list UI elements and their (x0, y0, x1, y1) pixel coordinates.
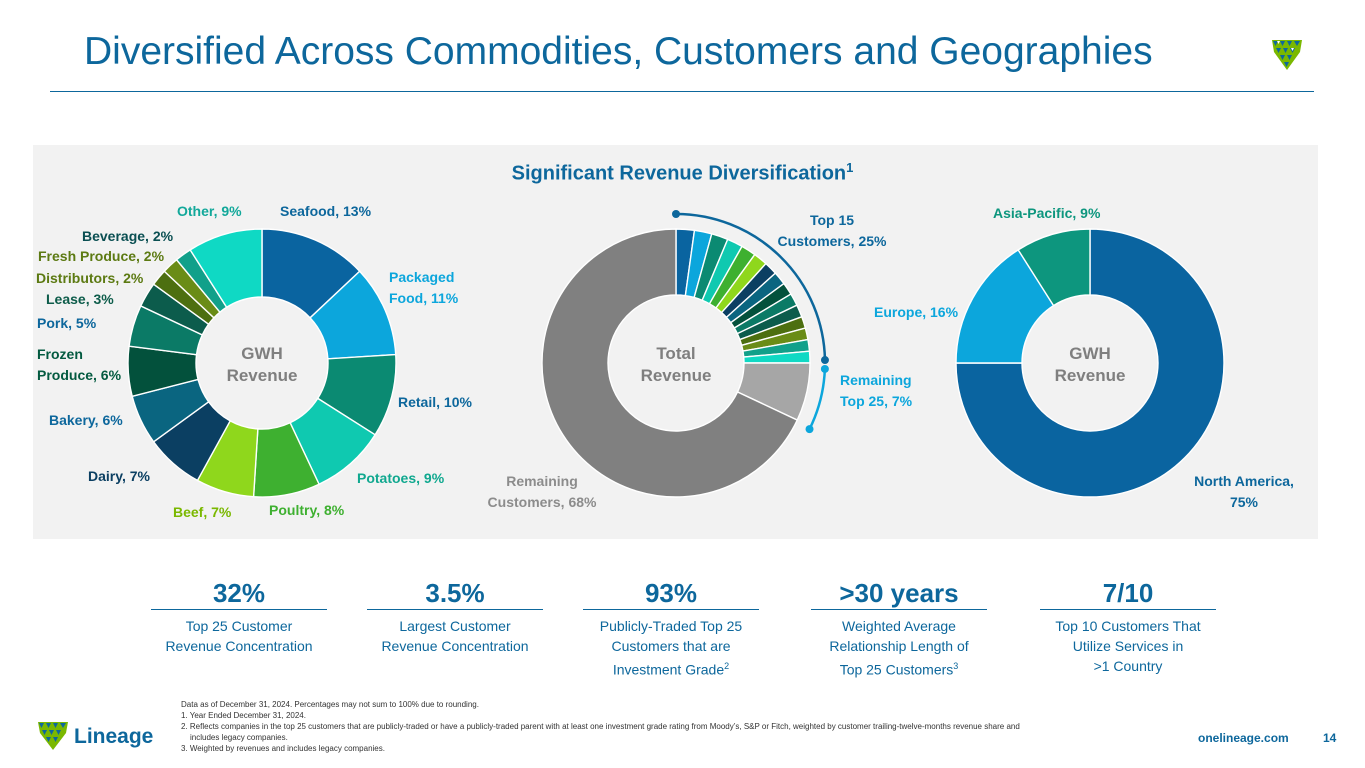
bracket-dot (820, 356, 829, 365)
footnotes: Data as of December 31, 2024. Percentage… (181, 699, 1181, 754)
pie-slice (1017, 228, 1091, 307)
slice-label: Produce, 6% (37, 367, 122, 383)
slice-label: Retail, 10% (398, 394, 472, 410)
remaining-customers-label: Customers, 68% (488, 494, 597, 510)
slice-label: Food, 11% (389, 290, 459, 306)
stat-divider (151, 609, 327, 610)
stat-investment-grade: 93% Publicly-Traded Top 25 Customers that… (583, 578, 759, 680)
top15-bracket (675, 212, 827, 361)
center-label: GWH (1069, 344, 1111, 363)
pie-slice (955, 228, 1225, 498)
slice-label: Asia-Pacific, 9% (993, 205, 1101, 221)
slice-label: Packaged (389, 269, 454, 285)
remaining25-bracket (808, 368, 827, 430)
lineage-wordmark: Lineage (74, 725, 154, 748)
geography-donut: GWH Revenue (955, 228, 1225, 498)
lineage-logo-icon (1272, 40, 1302, 70)
slice-label: Potatoes, 9% (357, 470, 445, 486)
footnote-line: 1. Year Ended December 31, 2024. (181, 711, 306, 720)
bracket-dot (805, 425, 814, 434)
stat-divider (1040, 609, 1216, 610)
panel-title: Significant Revenue Diversification1 (511, 160, 854, 185)
stat-divider (367, 609, 543, 610)
footnote-line: Data as of December 31, 2024. Percentage… (181, 700, 479, 709)
remaining25-label: Remaining (840, 372, 912, 388)
lineage-logo-icon (38, 722, 68, 750)
remaining25-label: Top 25, 7% (840, 393, 913, 409)
stat-value: 93% (644, 578, 698, 608)
top15-label: Top 15 (810, 212, 854, 228)
slice-label: Fresh Produce, 2% (38, 248, 165, 264)
page-title: Diversified Across Commodities, Customer… (84, 30, 1153, 73)
slice-label: Europe, 16% (874, 304, 959, 320)
slice-label: Distributors, 2% (36, 270, 144, 286)
stat-relationship-length: >30 years Weighted Average Relationship L… (811, 578, 987, 680)
center-label: Revenue (641, 366, 712, 385)
stat-divider (583, 609, 759, 610)
bracket-dot (672, 210, 680, 218)
stat-value: 32% (212, 578, 266, 608)
title-divider (50, 91, 1314, 92)
stat-value: 7/10 (1102, 578, 1154, 608)
top15-label: Customers, 25% (778, 233, 887, 249)
stat-description: Publicly-Traded Top 25 Customers that are… (599, 618, 743, 678)
center-label: Revenue (1055, 366, 1126, 385)
stat-value: >30 years (839, 578, 959, 608)
footnote-line: includes legacy companies. (190, 733, 288, 742)
slice-label: Poultry, 8% (269, 502, 345, 518)
slice-label: Beef, 7% (173, 504, 232, 520)
stat-description: Top 10 Customers That Utilize Services in… (1055, 618, 1201, 674)
bracket-dot (820, 364, 829, 373)
website-link[interactable]: onelineage.com (1198, 731, 1289, 745)
stat-value: 3.5% (425, 578, 485, 608)
stat-divider (811, 609, 987, 610)
footnote-line: 3. Weighted by revenues and includes leg… (181, 744, 385, 753)
slice-label: Bakery, 6% (49, 412, 123, 428)
slice-label: Lease, 3% (46, 291, 114, 307)
center-label: Revenue (227, 366, 298, 385)
customer-donut: Total Revenue (541, 228, 811, 498)
slice-label: North America, (1194, 473, 1294, 489)
stat-largest-customer: 3.5% Largest Customer Revenue Concentrati… (367, 578, 543, 656)
stat-top25-concentration: 32% Top 25 Customer Revenue Concentration (151, 578, 327, 656)
commodity-donut: GWH Revenue (127, 228, 397, 498)
slice-label: 75% (1230, 494, 1259, 510)
stat-description: Weighted Average Relationship Length of T… (829, 618, 969, 678)
slice-label: Dairy, 7% (88, 468, 151, 484)
slice-label: Beverage, 2% (82, 228, 174, 244)
slice-label: Frozen (37, 346, 83, 362)
stat-description: Top 25 Customer Revenue Concentration (165, 618, 313, 654)
stat-multi-country: 7/10 Top 10 Customers That Utilize Servic… (1040, 578, 1216, 676)
center-label: Total (656, 344, 695, 363)
slice-label: Other, 9% (177, 203, 242, 219)
pie-slice (541, 228, 799, 498)
slice-label: Pork, 5% (37, 315, 97, 331)
page-number: 14 (1323, 731, 1337, 745)
remaining-customers-label: Remaining (506, 473, 578, 489)
slice-label: Seafood, 13% (280, 203, 372, 219)
pie-slice (189, 228, 263, 309)
center-label: GWH (241, 344, 283, 363)
stat-description: Largest Customer Revenue Concentration (381, 618, 529, 654)
footnote-line: 2. Reflects companies in the top 25 cust… (181, 722, 1020, 731)
customer-brackets (672, 210, 829, 434)
